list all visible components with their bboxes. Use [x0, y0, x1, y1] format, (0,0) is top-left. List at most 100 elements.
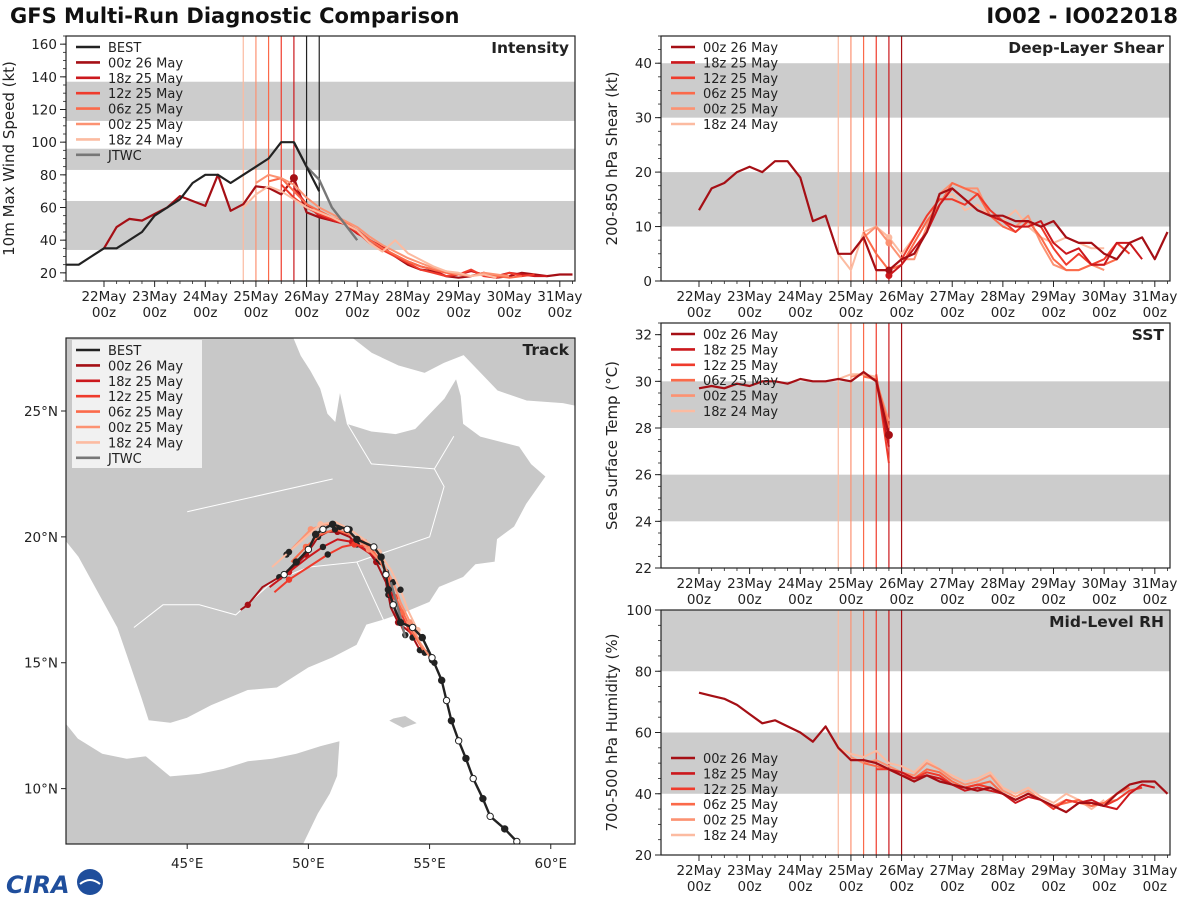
- legend-label: 00z 26 May: [108, 359, 183, 374]
- x-tick-date: 29May: [1031, 863, 1076, 879]
- x-tick-hour: 00z: [294, 305, 318, 321]
- x-tick-date: 31May: [1132, 576, 1177, 592]
- country-border: [114, 722, 142, 752]
- x-tick-date: 29May: [1031, 289, 1076, 305]
- legend-label: JTWC: [107, 452, 142, 467]
- x-tick-hour: 00z: [1092, 592, 1116, 608]
- x-tick-hour: 00z: [687, 305, 711, 321]
- best-track-point: [501, 825, 509, 833]
- cira-logo: CIRA: [6, 869, 103, 899]
- best-track-point: [280, 570, 288, 579]
- shaded-band: [661, 63, 1170, 118]
- series-line-18z-25-may: [888, 768, 1156, 814]
- best-track-point: [311, 530, 320, 539]
- y-tick-label: 20: [635, 165, 652, 181]
- best-track-point: [408, 623, 417, 632]
- x-tick-hour: 00z: [839, 592, 863, 608]
- track-panel: 45°E 50°E 55°E 60°E 10°N 15°N 20°N 25°N Track BES…: [24, 337, 576, 872]
- map-area: [66, 338, 575, 844]
- x-tick-hour: 00z: [788, 305, 812, 321]
- current-marker: [884, 431, 893, 439]
- country-border: [356, 468, 445, 563]
- legend-label: 00z 25 May: [108, 118, 183, 133]
- panel-title: Intensity: [491, 39, 569, 57]
- y-axis-label: Sea Surface Temp (°C): [603, 361, 621, 530]
- x-tick-date: 25May: [828, 863, 873, 879]
- x-tick-date: 30May: [1082, 576, 1127, 592]
- current-marker: [885, 239, 893, 247]
- best-track-point: [396, 618, 405, 627]
- x-tick-hour: 00z: [244, 305, 268, 321]
- track-line-jtwc: [389, 581, 407, 638]
- best-track-point: [343, 525, 351, 534]
- y-tick-label: 40: [40, 233, 57, 249]
- legend-label: 12z 25 May: [108, 87, 183, 102]
- track-point: [244, 601, 251, 609]
- x-tick-date: 30May: [487, 289, 532, 305]
- x-tick-hour: 00z: [839, 305, 863, 321]
- x-tick-hour: 00z: [446, 305, 470, 321]
- best-track-point: [418, 633, 426, 642]
- y-axis-label: 700-500 hPa Humidity (%): [603, 633, 621, 831]
- series-line-00z-26-may: [698, 370, 890, 436]
- y-tick-label: 100: [626, 603, 652, 619]
- lon-label: 50°E: [292, 856, 324, 872]
- x-tick-hour: 00z: [396, 305, 420, 321]
- axes-frame: [65, 337, 576, 845]
- x-tick-date: 22May: [81, 289, 126, 305]
- x-tick-hour: 00z: [548, 305, 572, 321]
- current-marker: [885, 272, 893, 280]
- axes-frame: [660, 322, 1171, 569]
- x-tick-hour: 00z: [1143, 592, 1167, 608]
- best-track-point: [370, 543, 378, 551]
- best-track-point: [437, 676, 446, 685]
- x-tick-date: 28May: [980, 863, 1025, 879]
- legend-label: 18z 24 May: [108, 133, 183, 148]
- x-tick-date: 29May: [436, 289, 481, 305]
- x-tick-date: 26May: [284, 289, 329, 305]
- x-tick-hour: 00z: [991, 305, 1015, 321]
- x-tick-hour: 00z: [1041, 879, 1065, 895]
- best-track-point: [486, 812, 494, 821]
- track-point: [324, 551, 331, 558]
- legend-label: 06z 25 May: [108, 406, 183, 421]
- panel-title: SST: [1132, 326, 1165, 344]
- x-tick-date: 31May: [537, 289, 582, 305]
- panel-title: Deep-Layer Shear: [1008, 39, 1164, 57]
- track-point: [285, 576, 293, 583]
- lat-label: 15°N: [24, 656, 58, 672]
- y-tick-label: 20: [40, 266, 57, 282]
- x-tick-date: 30May: [1082, 289, 1127, 305]
- lon-label: 60°E: [535, 856, 567, 872]
- x-tick-hour: 00z: [142, 305, 166, 321]
- x-tick-hour: 00z: [1143, 879, 1167, 895]
- series-line-18z-24-may: [837, 746, 1105, 811]
- sst-panel: 22242628303222May00z23May00z24May00z25Ma…: [603, 322, 1177, 608]
- legend-label: 18z 24 May: [703, 829, 778, 844]
- y-tick-label: 26: [635, 468, 652, 484]
- y-tick-label: 0: [643, 274, 652, 290]
- x-tick-hour: 00z: [737, 592, 761, 608]
- x-tick-date: 25May: [828, 576, 873, 592]
- y-tick-label: 60: [635, 726, 652, 742]
- best-track-point: [389, 601, 397, 609]
- plot-area: [661, 36, 1170, 281]
- panel-title: Mid-Level RH: [1049, 613, 1164, 631]
- x-tick-date: 22May: [676, 576, 721, 592]
- y-tick-label: 30: [635, 374, 652, 390]
- x-tick-hour: 00z: [345, 305, 369, 321]
- legend-label: 18z 25 May: [703, 767, 778, 782]
- current-marker: [885, 266, 893, 274]
- x-tick-hour: 00z: [687, 879, 711, 895]
- track-point: [285, 548, 293, 556]
- x-tick-hour: 00z: [940, 592, 964, 608]
- logo-text: CIRA: [6, 871, 70, 899]
- x-tick-date: 31May: [1132, 863, 1177, 879]
- legend-label: 18z 24 May: [703, 118, 778, 133]
- legend-label: 06z 25 May: [703, 798, 778, 813]
- series-line-00z-26-may: [698, 691, 1169, 814]
- legend-label: 18z 25 May: [703, 343, 778, 358]
- best-track-point: [292, 558, 300, 566]
- country-border: [346, 423, 455, 470]
- legend-bg: [72, 340, 202, 468]
